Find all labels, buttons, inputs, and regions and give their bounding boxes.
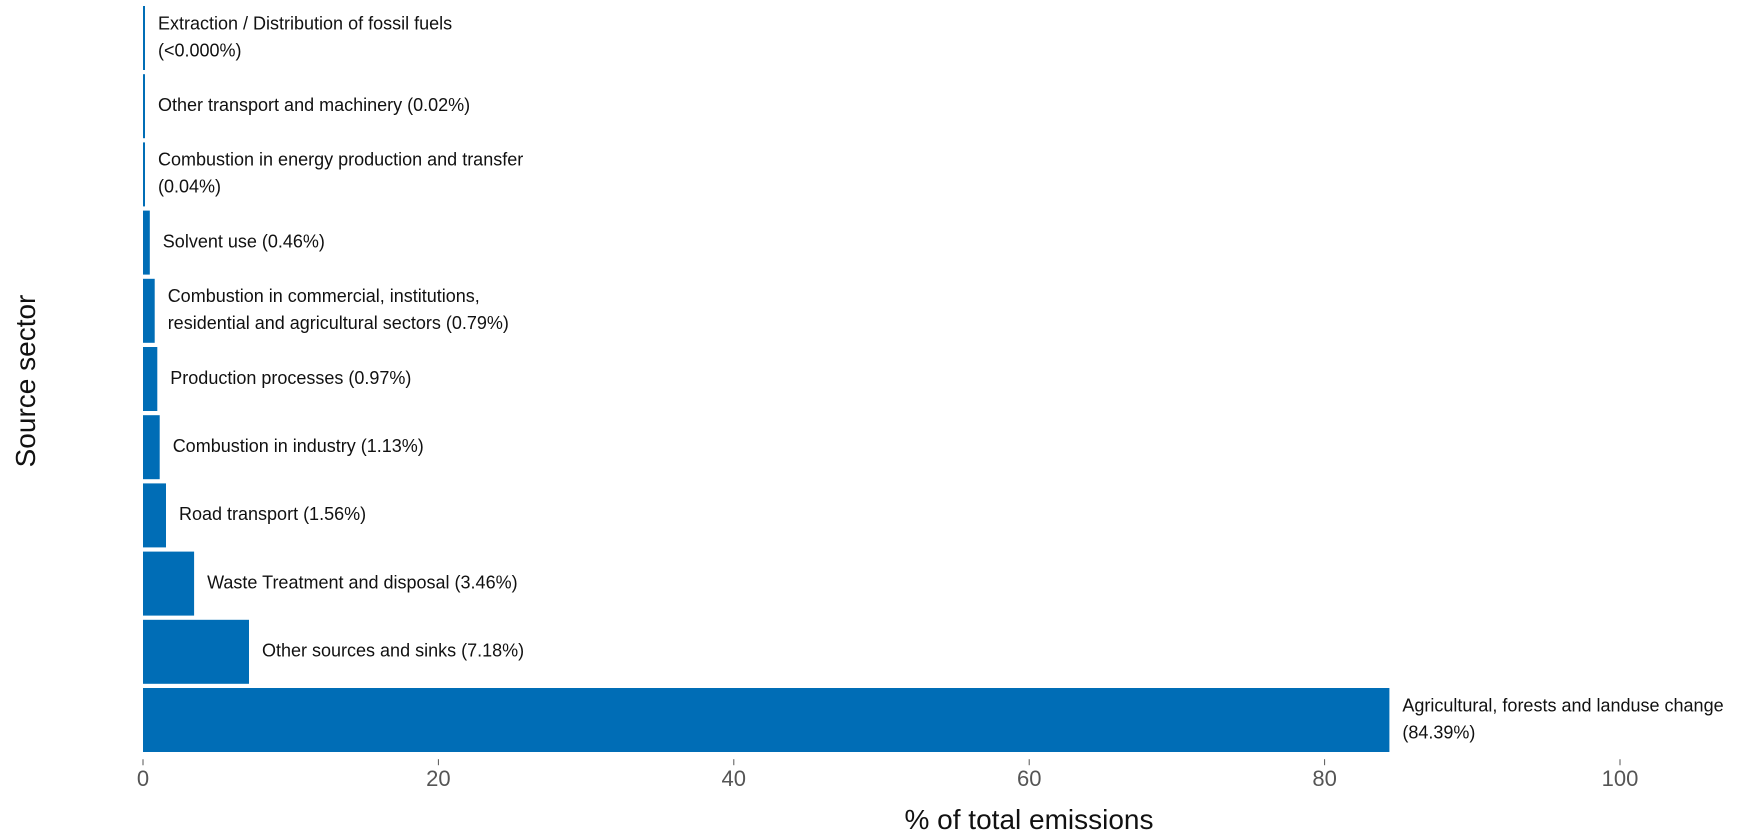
x-tick-label: 0 bbox=[137, 766, 149, 791]
bar-label: Combustion in industry (1.13%) bbox=[173, 436, 424, 456]
bar-label: Production processes (0.97%) bbox=[170, 368, 411, 388]
x-tick-label: 20 bbox=[426, 766, 450, 791]
bar-label: Waste Treatment and disposal (3.46%) bbox=[207, 572, 517, 592]
bar bbox=[143, 278, 155, 343]
bar-label: (0.04%) bbox=[158, 177, 221, 197]
bars-layer bbox=[143, 6, 1390, 752]
x-tick-label: 80 bbox=[1312, 766, 1336, 791]
bar bbox=[143, 74, 145, 139]
bar-label: Combustion in commercial, institutions, bbox=[168, 286, 480, 306]
x-tick-label: 60 bbox=[1017, 766, 1041, 791]
bar bbox=[143, 483, 166, 548]
bar-label: Solvent use (0.46%) bbox=[163, 231, 325, 251]
bar-label: (<0.000%) bbox=[158, 40, 242, 60]
bar bbox=[143, 415, 160, 480]
bar-label: Combustion in energy production and tran… bbox=[158, 150, 523, 170]
bar bbox=[143, 551, 195, 616]
x-axis: 0 20 40 60 80 100 bbox=[137, 759, 1638, 791]
bar bbox=[143, 210, 150, 275]
bar-label: Road transport (1.56%) bbox=[179, 504, 366, 524]
bar-label: residential and agricultural sectors (0.… bbox=[168, 313, 509, 333]
bar bbox=[143, 688, 1390, 752]
x-axis-title: % of total emissions bbox=[905, 804, 1154, 835]
bar-label: Other sources and sinks (7.18%) bbox=[262, 641, 524, 661]
bar bbox=[143, 619, 249, 684]
bar bbox=[143, 347, 158, 411]
bar bbox=[143, 142, 145, 207]
bar-label: Extraction / Distribution of fossil fuel… bbox=[158, 13, 452, 33]
y-axis-title: Source sector bbox=[10, 295, 41, 468]
x-tick-label: 40 bbox=[722, 766, 746, 791]
bar-labels-layer: Extraction / Distribution of fossil fuel… bbox=[158, 13, 1724, 742]
x-tick-label: 100 bbox=[1602, 766, 1639, 791]
bar-label: Agricultural, forests and landuse change bbox=[1402, 695, 1723, 715]
bar bbox=[143, 6, 145, 70]
bar-label: (84.39%) bbox=[1402, 722, 1475, 742]
bar-label: Other transport and machinery (0.02%) bbox=[158, 95, 470, 115]
